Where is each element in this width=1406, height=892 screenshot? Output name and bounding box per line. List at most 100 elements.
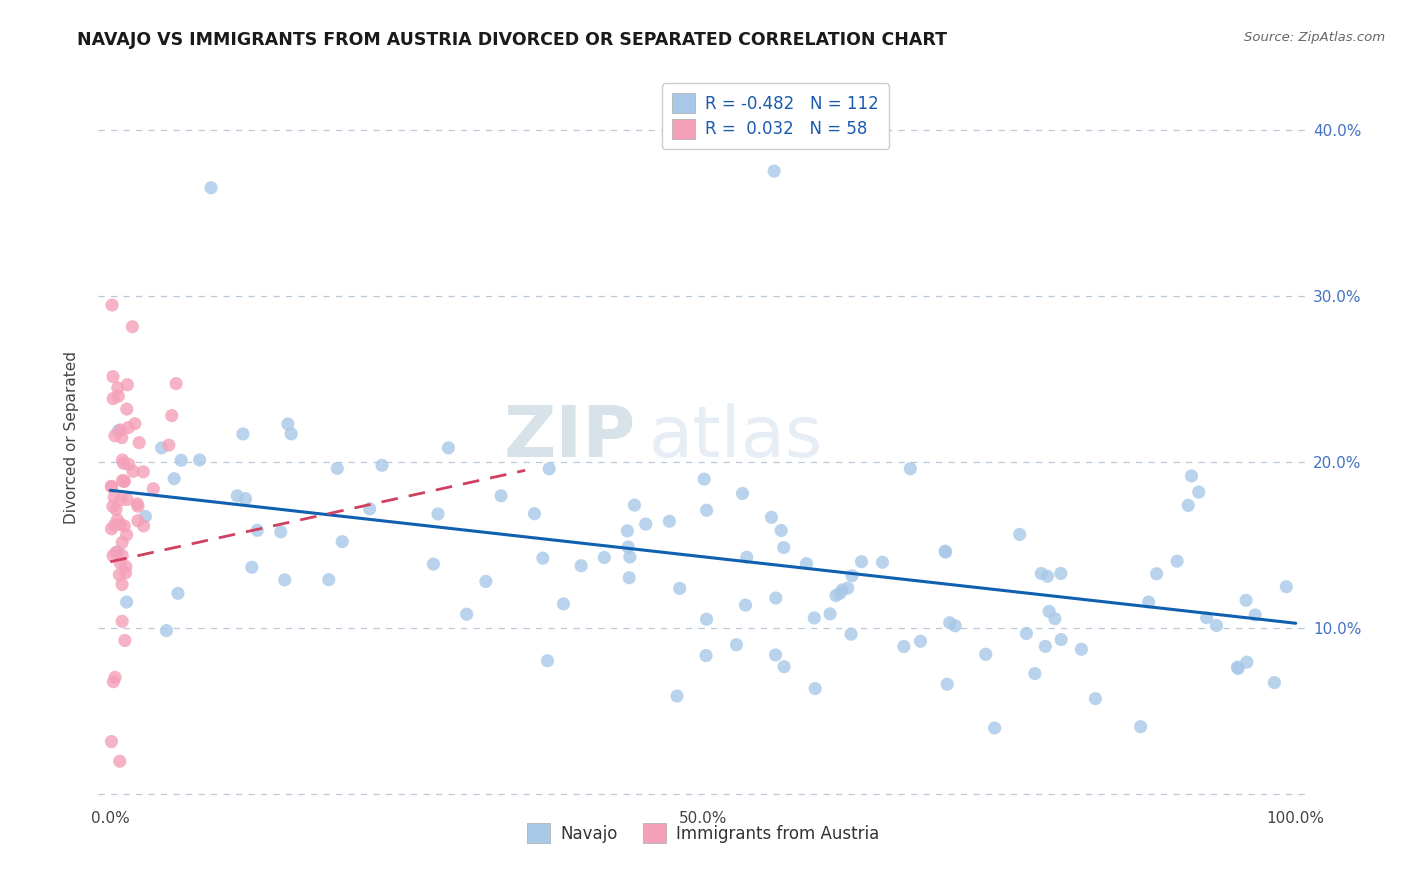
Point	[934, 544, 956, 558]
Point	[121, 319, 143, 334]
Text: Source: ZipAtlas.com: Source: ZipAtlas.com	[1244, 31, 1385, 45]
Point	[1180, 469, 1202, 483]
Point	[114, 633, 136, 648]
Point	[695, 648, 717, 663]
Point	[761, 510, 783, 524]
Point	[101, 500, 124, 514]
Point	[934, 545, 956, 559]
Point	[851, 555, 873, 569]
Point	[1188, 485, 1211, 500]
Point	[765, 648, 787, 662]
Point	[170, 453, 193, 467]
Point	[1050, 632, 1073, 647]
Point	[693, 472, 716, 486]
Point	[115, 595, 138, 609]
Point	[111, 549, 134, 563]
Point	[127, 497, 149, 511]
Point	[101, 298, 124, 312]
Point	[115, 402, 138, 417]
Point	[359, 501, 381, 516]
Point	[122, 464, 145, 478]
Point	[437, 441, 460, 455]
Point	[101, 369, 124, 384]
Point	[634, 517, 657, 532]
Point	[188, 453, 211, 467]
Point	[1166, 554, 1188, 568]
Point	[115, 528, 138, 542]
Point	[910, 634, 932, 648]
Y-axis label: Divorced or Separated: Divorced or Separated	[65, 351, 79, 524]
Point	[803, 611, 825, 625]
Point	[165, 376, 187, 391]
Point	[100, 734, 122, 748]
Point	[117, 377, 139, 392]
Point	[280, 426, 302, 441]
Point	[155, 624, 177, 638]
Point	[943, 619, 966, 633]
Point	[893, 640, 915, 654]
Point	[523, 507, 546, 521]
Point	[1137, 595, 1160, 609]
Point	[617, 571, 640, 585]
Point	[531, 551, 554, 566]
Point	[770, 524, 793, 538]
Point	[226, 489, 249, 503]
Point	[117, 420, 139, 434]
Point	[983, 721, 1005, 735]
Point	[167, 586, 190, 600]
Legend: Navajo, Immigrants from Austria: Navajo, Immigrants from Austria	[520, 817, 886, 849]
Text: NAVAJO VS IMMIGRANTS FROM AUSTRIA DIVORCED OR SEPARATED CORRELATION CHART: NAVAJO VS IMMIGRANTS FROM AUSTRIA DIVORC…	[77, 31, 948, 49]
Point	[974, 647, 997, 661]
Point	[128, 435, 150, 450]
Point	[735, 550, 758, 565]
Point	[326, 461, 349, 475]
Point	[111, 431, 134, 445]
Point	[1008, 527, 1031, 541]
Point	[1015, 626, 1038, 640]
Point	[112, 475, 135, 489]
Point	[160, 409, 183, 423]
Point	[100, 479, 122, 493]
Point	[270, 524, 292, 539]
Point	[274, 573, 297, 587]
Point	[232, 427, 254, 442]
Point	[825, 589, 848, 603]
Point	[569, 558, 592, 573]
Text: atlas: atlas	[648, 402, 823, 472]
Point	[132, 465, 155, 479]
Point	[124, 417, 146, 431]
Point	[371, 458, 394, 473]
Point	[110, 517, 132, 532]
Point	[1205, 618, 1227, 632]
Point	[936, 677, 959, 691]
Point	[112, 475, 135, 489]
Point	[872, 555, 894, 569]
Point	[536, 654, 558, 668]
Point	[731, 486, 754, 500]
Point	[108, 567, 131, 582]
Point	[553, 597, 575, 611]
Point	[763, 164, 786, 178]
Point	[427, 507, 450, 521]
Point	[898, 461, 921, 475]
Point	[1038, 604, 1060, 618]
Point	[1275, 580, 1298, 594]
Point	[111, 453, 134, 467]
Point	[938, 615, 960, 630]
Point	[101, 549, 124, 563]
Text: ZIP: ZIP	[505, 402, 637, 472]
Point	[593, 550, 616, 565]
Point	[246, 524, 269, 538]
Point	[240, 560, 263, 574]
Point	[538, 461, 561, 475]
Point	[841, 568, 863, 582]
Point	[150, 441, 173, 455]
Point	[1129, 720, 1152, 734]
Point	[200, 180, 222, 194]
Point	[107, 389, 129, 403]
Point	[132, 519, 155, 533]
Point	[114, 566, 136, 580]
Point	[103, 674, 125, 689]
Point	[837, 581, 859, 595]
Point	[105, 502, 128, 516]
